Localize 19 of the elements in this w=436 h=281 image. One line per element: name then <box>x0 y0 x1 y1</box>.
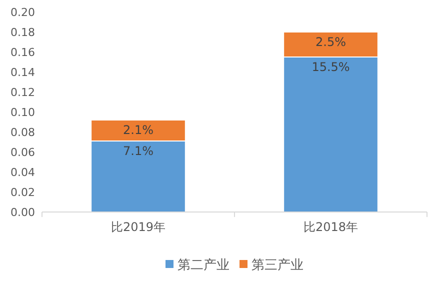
legend-label: 第二产业 <box>178 258 230 273</box>
y-tick-label: 0.12 <box>10 86 35 99</box>
data-label: 15.5% <box>312 60 350 74</box>
y-tick-label: 0.06 <box>10 146 35 159</box>
y-tick-label: 0.00 <box>10 206 35 219</box>
y-tick-label: 0.08 <box>10 126 35 139</box>
y-tick-label: 0.14 <box>10 66 35 79</box>
data-label: 7.1% <box>123 144 154 158</box>
y-tick-label: 0.20 <box>10 6 35 19</box>
y-tick-label: 0.04 <box>10 166 35 179</box>
y-tick-label: 0.10 <box>10 106 35 119</box>
legend-label: 第三产业 <box>252 258 304 273</box>
y-tick-label: 0.02 <box>10 186 35 199</box>
x-tick-label: 比2018年 <box>303 220 358 234</box>
data-label: 2.1% <box>123 123 154 137</box>
x-tick-label: 比2019年 <box>110 220 166 234</box>
y-tick-label: 0.18 <box>10 26 35 39</box>
data-label: 2.5% <box>316 35 346 49</box>
y-tick-label: 0.16 <box>10 46 35 59</box>
